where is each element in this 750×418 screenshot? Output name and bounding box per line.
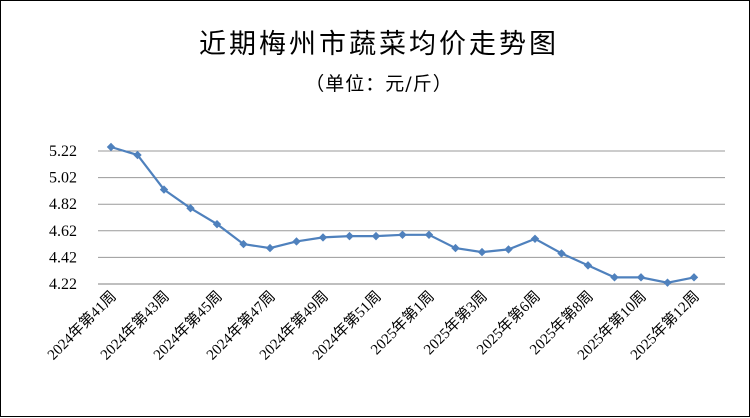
data-point — [530, 234, 540, 243]
data-point — [345, 231, 354, 241]
data-point — [610, 273, 619, 282]
data-point — [583, 261, 593, 270]
series-layer — [106, 142, 699, 287]
grid-lines — [98, 150, 725, 258]
data-point — [663, 278, 672, 287]
data-point — [159, 185, 169, 194]
data-point — [292, 237, 301, 246]
data-point — [504, 245, 513, 254]
chart-title: 近期梅州市蔬菜均价走势图 — [199, 29, 559, 60]
data-point — [239, 239, 248, 249]
data-point — [265, 243, 275, 253]
data-point — [398, 230, 407, 239]
x-axis-ticks: 2024年第41周2024年第43周2024年第45周2024年第47周2024… — [43, 287, 702, 363]
y-tick-label: 5.02 — [49, 170, 77, 187]
data-point — [133, 150, 142, 160]
data-point — [371, 231, 381, 241]
data-point — [212, 219, 222, 229]
data-point — [424, 230, 434, 239]
y-tick-label: 4.62 — [49, 223, 77, 240]
chart-subtitle: （单位：元/斤） — [305, 73, 452, 95]
y-tick-label: 4.42 — [49, 249, 77, 266]
data-point — [318, 233, 328, 242]
y-tick-label: 5.22 — [49, 143, 77, 160]
y-axis-ticks: 5.22 5.02 4.82 4.62 4.42 4.22 — [49, 143, 77, 293]
data-point — [186, 203, 195, 213]
data-point — [636, 273, 646, 282]
series-line — [110, 145, 695, 284]
y-tick-label: 4.82 — [49, 196, 77, 213]
data-point — [689, 273, 699, 282]
data-point — [106, 142, 116, 152]
data-point — [451, 243, 460, 253]
data-point — [557, 249, 566, 258]
y-tick-label: 4.22 — [49, 276, 77, 293]
data-point — [477, 247, 487, 257]
